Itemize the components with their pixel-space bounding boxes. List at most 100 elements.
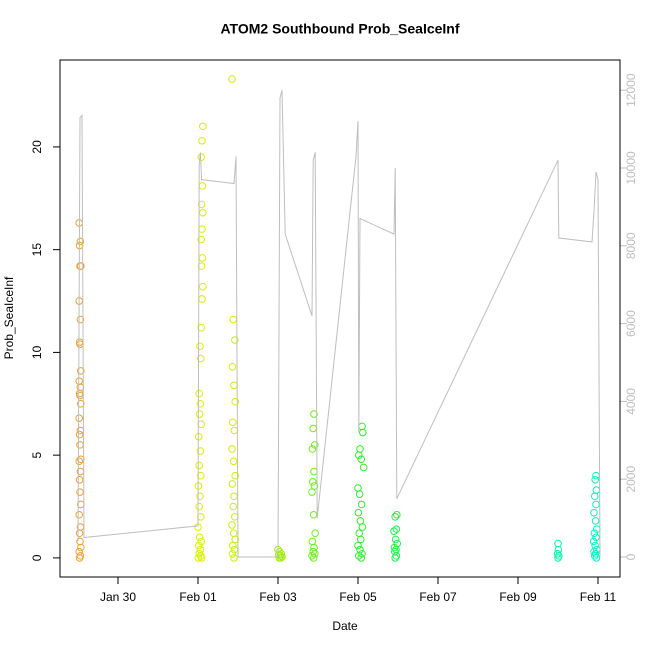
- point: [77, 367, 85, 375]
- point: [591, 552, 599, 560]
- y-tick-label: 20: [30, 140, 44, 154]
- point: [195, 461, 203, 470]
- point: [75, 457, 83, 466]
- y-tick-label: 0: [30, 554, 44, 561]
- point: [195, 502, 203, 511]
- point: [311, 529, 320, 538]
- line: [77, 90, 601, 558]
- y2-tick-label: 8000: [624, 232, 638, 259]
- point: [75, 476, 84, 484]
- x-tick-label: Feb 03: [259, 590, 297, 604]
- point: [75, 510, 83, 519]
- point: [359, 428, 367, 437]
- point: [358, 523, 367, 531]
- point: [229, 418, 237, 427]
- point: [197, 200, 206, 209]
- point: [354, 541, 362, 550]
- point: [392, 552, 401, 560]
- x-tick-label: Feb 11: [580, 590, 617, 604]
- point: [197, 512, 205, 521]
- y-tick-label: 5: [30, 451, 44, 458]
- point: [197, 235, 205, 244]
- point: [591, 476, 600, 484]
- point: [554, 554, 562, 562]
- point: [77, 399, 85, 408]
- point: [308, 552, 316, 560]
- point: [195, 533, 204, 542]
- point: [357, 535, 365, 544]
- point: [590, 508, 598, 517]
- chart-title: ATOM2 Southbound Prob_SeaIceInf: [220, 21, 459, 37]
- point: [231, 471, 239, 480]
- point: [195, 541, 203, 550]
- point: [390, 543, 399, 552]
- point: [199, 122, 207, 131]
- point: [195, 410, 204, 418]
- point: [75, 529, 84, 538]
- point: [229, 457, 238, 466]
- point: [75, 554, 84, 562]
- point: [357, 554, 366, 562]
- point: [228, 362, 237, 371]
- y-tick-label: 10: [30, 345, 44, 359]
- point: [196, 399, 205, 408]
- point: [228, 445, 236, 453]
- point: [229, 502, 237, 511]
- point: [228, 549, 237, 558]
- point: [357, 455, 366, 464]
- point: [310, 410, 318, 418]
- point: [592, 554, 601, 562]
- point: [197, 323, 205, 332]
- point: [228, 521, 236, 529]
- point: [228, 75, 236, 83]
- point: [76, 262, 84, 270]
- point: [390, 527, 398, 535]
- point: [228, 480, 237, 488]
- x-axis-label: Date: [332, 619, 358, 633]
- point: [198, 136, 206, 145]
- point: [357, 500, 366, 509]
- point: [231, 336, 239, 344]
- point: [391, 512, 400, 521]
- y-axis-label: Prob_SeaIceInf: [2, 276, 16, 359]
- point: [231, 397, 239, 406]
- point: [308, 488, 316, 496]
- point: [195, 389, 203, 398]
- y2-tick-label: 0: [624, 553, 638, 560]
- point: [196, 492, 204, 501]
- point: [355, 552, 363, 560]
- point: [199, 282, 207, 291]
- point: [355, 451, 363, 459]
- point: [392, 525, 401, 533]
- point: [197, 537, 205, 546]
- point: [592, 533, 600, 542]
- x-tick-label: Feb 07: [419, 590, 457, 604]
- point: [309, 554, 318, 562]
- point: [309, 478, 317, 486]
- y2-tick-label: 10000: [624, 151, 638, 185]
- point: [391, 535, 400, 544]
- y2-tick-label: 4000: [624, 388, 638, 415]
- point: [75, 414, 83, 422]
- x-tick-label: Jan 30: [100, 590, 136, 604]
- point: [194, 554, 203, 562]
- point: [359, 463, 368, 472]
- point: [591, 517, 600, 525]
- point: [196, 447, 205, 455]
- point: [76, 315, 85, 324]
- point: [393, 510, 401, 519]
- y2-tick-label: 12000: [624, 73, 638, 107]
- point: [76, 237, 85, 246]
- point: [196, 342, 204, 351]
- point: [355, 490, 364, 498]
- x-tick-label: Feb 01: [179, 590, 217, 604]
- point: [197, 262, 206, 270]
- y-tick-label: 15: [30, 243, 44, 257]
- point: [591, 492, 599, 501]
- point: [77, 543, 85, 552]
- point: [277, 554, 285, 562]
- point: [197, 471, 205, 480]
- point: [195, 549, 203, 558]
- point: [391, 554, 400, 562]
